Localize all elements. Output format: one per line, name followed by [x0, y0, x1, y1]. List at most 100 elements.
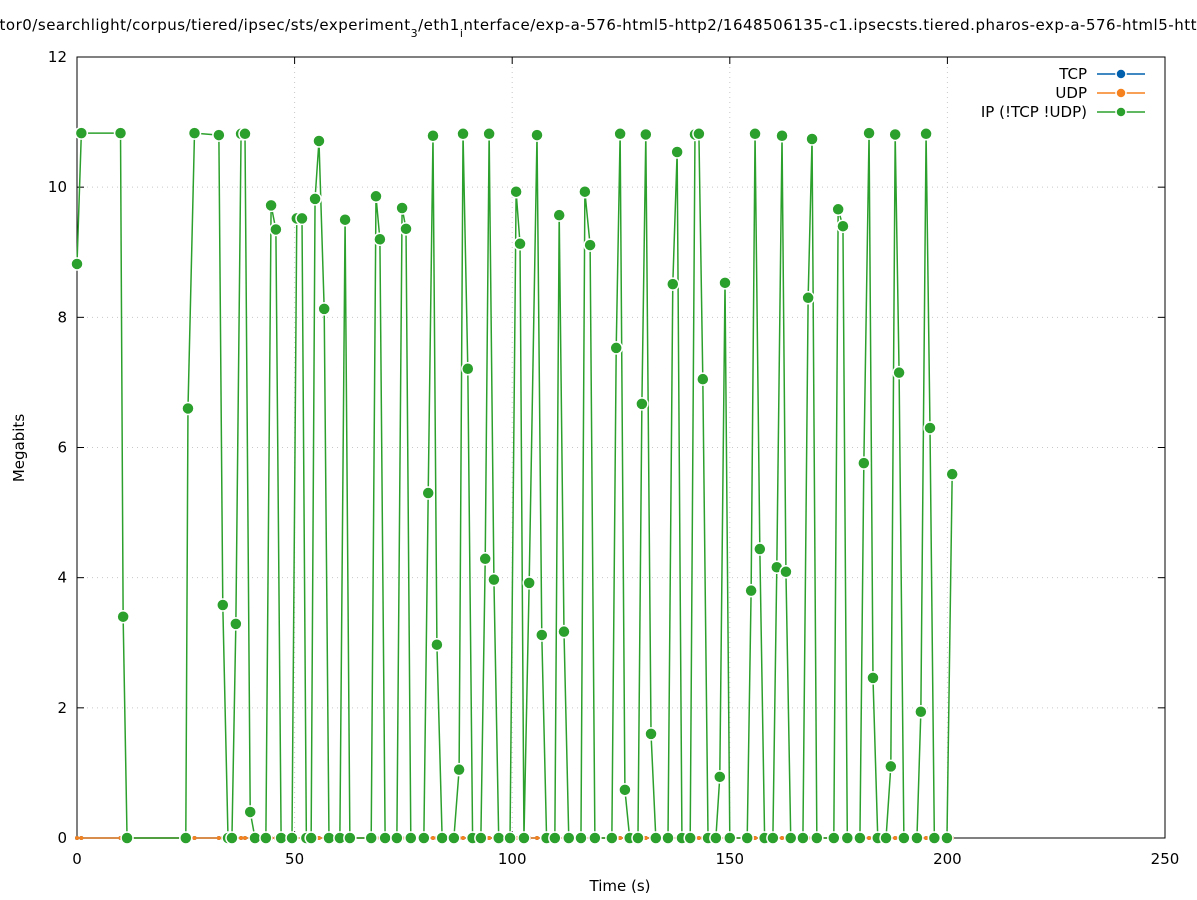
- data-point: [639, 127, 653, 142]
- data-point: [373, 232, 387, 246]
- x-axis-label: Time (s): [589, 877, 651, 895]
- y-tick-label: 0: [57, 829, 67, 847]
- data-point: [487, 572, 501, 587]
- data-point: [910, 831, 924, 845]
- data-point: [338, 212, 352, 227]
- series-line: [76, 132, 953, 839]
- data-point: [919, 127, 933, 141]
- data-point: [810, 831, 824, 845]
- data-point: [378, 831, 392, 845]
- title-subscript: i: [460, 27, 463, 40]
- data-point: [285, 831, 299, 845]
- data-point: [831, 202, 845, 217]
- y-tick-label: 12: [48, 48, 67, 66]
- data-point: [517, 831, 531, 845]
- data-point: [927, 831, 942, 845]
- data-point: [269, 222, 283, 237]
- data-point: [888, 127, 902, 142]
- data-point: [753, 836, 758, 840]
- data-point: [179, 831, 193, 845]
- data-point: [635, 397, 649, 411]
- data-point: [867, 836, 872, 840]
- data-point: [304, 831, 318, 845]
- data-point: [242, 836, 247, 840]
- data-point: [709, 831, 723, 845]
- data-point: [892, 365, 906, 380]
- legend-marker: [1115, 106, 1127, 118]
- data-point: [583, 238, 597, 252]
- data-point: [243, 805, 257, 819]
- data-point: [853, 831, 867, 845]
- title-part: tor0/searchlight/corpus/tiered/ipsec/sts…: [0, 16, 410, 34]
- data-point: [317, 302, 331, 316]
- data-point: [805, 132, 819, 146]
- data-point: [364, 831, 378, 845]
- data-point: [884, 759, 898, 774]
- x-tick-label: 200: [933, 850, 962, 868]
- data-point: [766, 831, 780, 845]
- data-point: [456, 127, 470, 141]
- data-point: [696, 836, 701, 840]
- data-point: [212, 128, 226, 142]
- data-point: [491, 831, 506, 845]
- x-tick-label: 50: [285, 850, 304, 868]
- data-point: [643, 836, 648, 840]
- x-tick-label: 100: [498, 850, 527, 868]
- data-point: [893, 836, 898, 840]
- data-point: [343, 831, 357, 845]
- data-point: [421, 486, 435, 500]
- data-point: [120, 831, 134, 845]
- data-point: [430, 836, 435, 840]
- data-point: [753, 542, 767, 556]
- data-point: [426, 129, 440, 143]
- data-point: [513, 237, 527, 251]
- data-point: [503, 831, 517, 845]
- data-point: [192, 836, 197, 840]
- data-point: [264, 198, 278, 213]
- data-point: [744, 583, 758, 598]
- data-point: [238, 127, 252, 141]
- data-point: [613, 127, 627, 141]
- data-point: [435, 831, 449, 845]
- legend-label: UDP: [1055, 84, 1087, 102]
- data-point: [75, 836, 79, 840]
- data-point: [474, 831, 488, 845]
- x-tick-label: 250: [1151, 850, 1180, 868]
- data-point: [801, 291, 815, 305]
- data-point: [74, 126, 89, 140]
- data-point: [259, 831, 273, 845]
- data-point: [447, 831, 461, 845]
- data-point: [399, 222, 413, 236]
- data-point: [509, 184, 523, 199]
- data-point: [723, 831, 737, 845]
- data-point: [748, 127, 762, 141]
- y-tick-label: 2: [57, 699, 67, 717]
- data-point: [562, 831, 576, 845]
- data-point: [295, 211, 309, 226]
- data-point: [618, 783, 632, 797]
- y-tick-label: 10: [48, 178, 67, 196]
- data-point: [578, 184, 592, 199]
- data-point: [187, 126, 202, 140]
- data-point: [548, 831, 562, 845]
- data-point: [369, 189, 383, 204]
- data-point: [478, 552, 492, 566]
- data-point: [557, 624, 571, 639]
- x-tick-label: 150: [715, 850, 744, 868]
- data-point: [588, 831, 602, 845]
- data-point: [924, 836, 929, 840]
- data-point: [487, 836, 492, 840]
- data-point: [783, 831, 798, 845]
- data-point: [649, 831, 663, 845]
- data-point: [796, 831, 810, 845]
- data-point: [879, 831, 893, 845]
- data-point: [661, 831, 675, 845]
- data-point: [430, 637, 444, 652]
- data-point: [670, 145, 684, 159]
- data-point: [79, 836, 84, 840]
- y-tick-label: 4: [57, 569, 67, 587]
- data-point: [740, 831, 754, 845]
- data-point: [181, 401, 195, 416]
- data-point: [395, 201, 409, 215]
- data-point: [216, 598, 230, 612]
